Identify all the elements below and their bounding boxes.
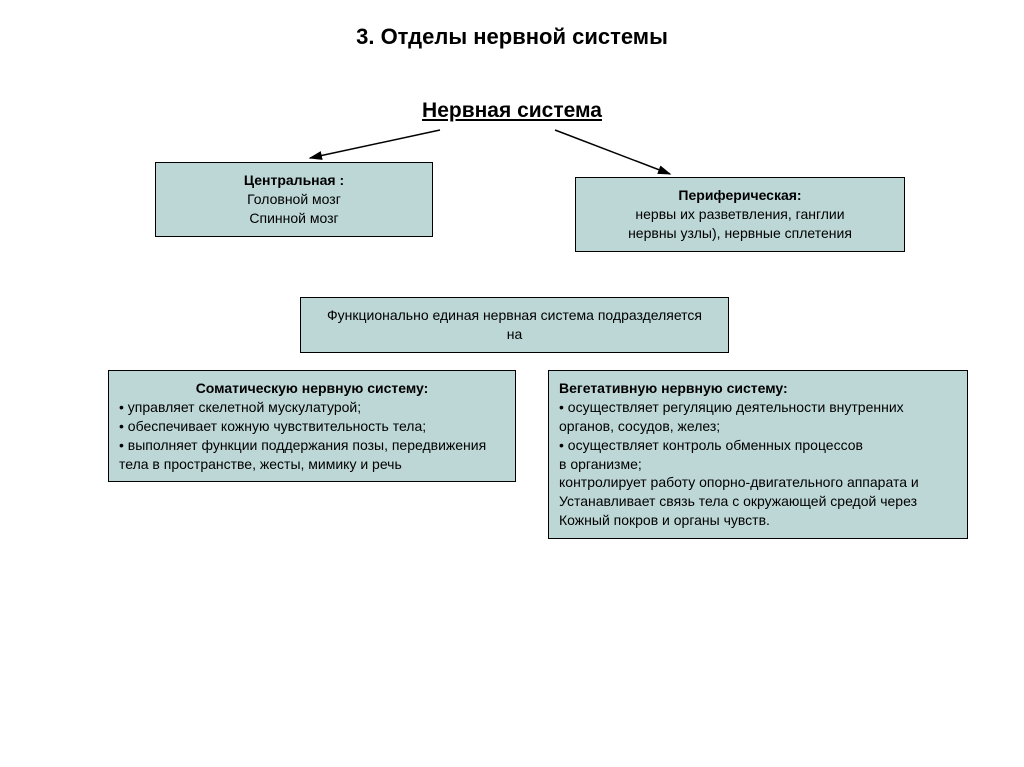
node-peripheral-line1: нервы их разветвления, ганглии — [586, 205, 894, 224]
node-functional-line1: Функционально единая нервная система под… — [311, 306, 718, 325]
somatic-trailing: тела в пространстве, жесты, мимику и реч… — [119, 455, 505, 474]
arrow-left — [310, 130, 440, 158]
somatic-bullet-3: выполняет функции поддержания позы, пере… — [119, 436, 505, 455]
node-central-line1: Головной мозг — [166, 190, 422, 209]
vegetative-bullet-1: осуществляет регуляцию деятельности внут… — [559, 398, 957, 417]
node-central-title: Центральная : — [166, 171, 422, 190]
vegetative-trail-2: Устанавливает связь тела с окружающей ср… — [559, 492, 957, 511]
somatic-bullet-1: управляет скелетной мускулатурой; — [119, 398, 505, 417]
node-vegetative-title: Вегетативную нервную систему: — [559, 379, 957, 398]
node-somatic: Соматическую нервную систему: управляет … — [108, 370, 516, 482]
vegetative-trail-3: Кожный покров и органы чувств. — [559, 511, 957, 530]
vegetative-after-b1: органов, сосудов, желез; — [559, 417, 957, 436]
node-central-line2: Спинной мозг — [166, 209, 422, 228]
node-functional-line2: на — [311, 325, 718, 344]
vegetative-bullet-2: осуществляет контроль обменных процессов — [559, 436, 957, 455]
arrow-right — [555, 130, 670, 174]
node-peripheral-title: Периферическая: — [586, 186, 894, 205]
node-central: Центральная : Головной мозг Спинной мозг — [155, 162, 433, 237]
node-somatic-bullets: управляет скелетной мускулатурой; обеспе… — [119, 398, 505, 455]
node-functional: Функционально единая нервная система под… — [300, 297, 729, 353]
node-vegetative: Вегетативную нервную систему: осуществля… — [548, 370, 968, 539]
vegetative-after-b2: в организме; — [559, 455, 957, 474]
node-vegetative-bullets2: осуществляет контроль обменных процессов — [559, 436, 957, 455]
node-peripheral-line2: нервны узлы), нервные сплетения — [586, 224, 894, 243]
node-peripheral: Периферическая: нервы их разветвления, г… — [575, 177, 905, 252]
node-somatic-title: Соматическую нервную систему: — [119, 379, 505, 398]
vegetative-trail-1: контролирует работу опорно-двигательного… — [559, 473, 957, 492]
somatic-bullet-2: обеспечивает кожную чувствительность тел… — [119, 417, 505, 436]
node-vegetative-bullets1: осуществляет регуляцию деятельности внут… — [559, 398, 957, 417]
